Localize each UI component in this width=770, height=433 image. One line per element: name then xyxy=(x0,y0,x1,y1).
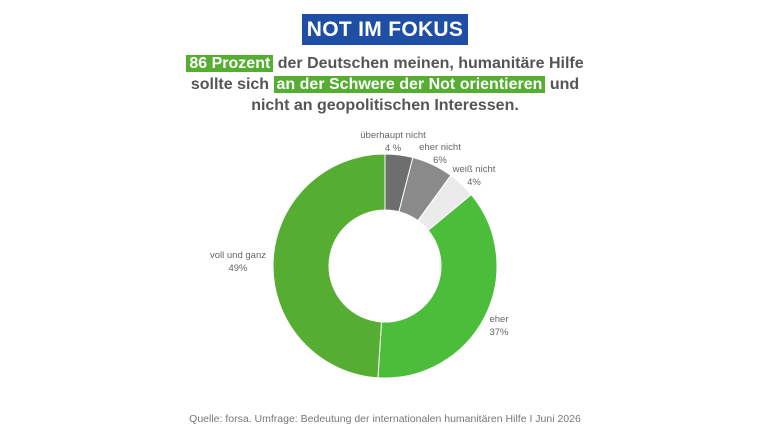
slice-name-label: überhaupt nicht xyxy=(360,130,426,141)
slice-value-label: 4 % xyxy=(385,143,402,154)
headline-text-2: sollte sich xyxy=(190,76,274,93)
slice-name-label: eher xyxy=(489,314,508,325)
headline-line-3: nicht an geopolitischen Interessen. xyxy=(120,95,650,116)
slice-value-label: 6% xyxy=(433,155,447,166)
headline-line-2: sollte sich an der Schwere der Not orien… xyxy=(120,74,650,95)
headline: 86 Prozent der Deutschen meinen, humanit… xyxy=(120,53,650,116)
slice-name-label: weiß nicht xyxy=(452,164,496,175)
headline-highlight-phrase: an der Schwere der Not orientieren xyxy=(273,76,546,93)
headline-highlight-percent: 86 Prozent xyxy=(186,55,274,72)
donut-slices xyxy=(272,153,498,379)
headline-text-4: nicht an geopolitischen Interessen. xyxy=(251,97,519,114)
slice-eher xyxy=(377,193,498,379)
headline-text-1: der Deutschen meinen, humanitäre Hilfe xyxy=(273,55,584,72)
slice-labels: überhaupt nicht 4 % eher nicht 6% weiß nicht… xyxy=(210,130,509,338)
headline-line-1: 86 Prozent der Deutschen meinen, humanit… xyxy=(120,53,650,74)
headline-text-3: und xyxy=(545,76,580,93)
slice-value-label: 4% xyxy=(467,177,481,188)
slice-value-label: 37% xyxy=(489,327,509,338)
title-badge: NOT IM FOKUS xyxy=(302,14,468,45)
slice-name-label: voll und ganz xyxy=(210,250,266,261)
source-note: Quelle: forsa. Umfrage: Bedeutung der in… xyxy=(189,413,581,425)
slice-name-label: eher nicht xyxy=(419,142,461,153)
slice-value-label: 49% xyxy=(228,263,248,274)
slice-voll-und-ganz xyxy=(272,153,386,379)
